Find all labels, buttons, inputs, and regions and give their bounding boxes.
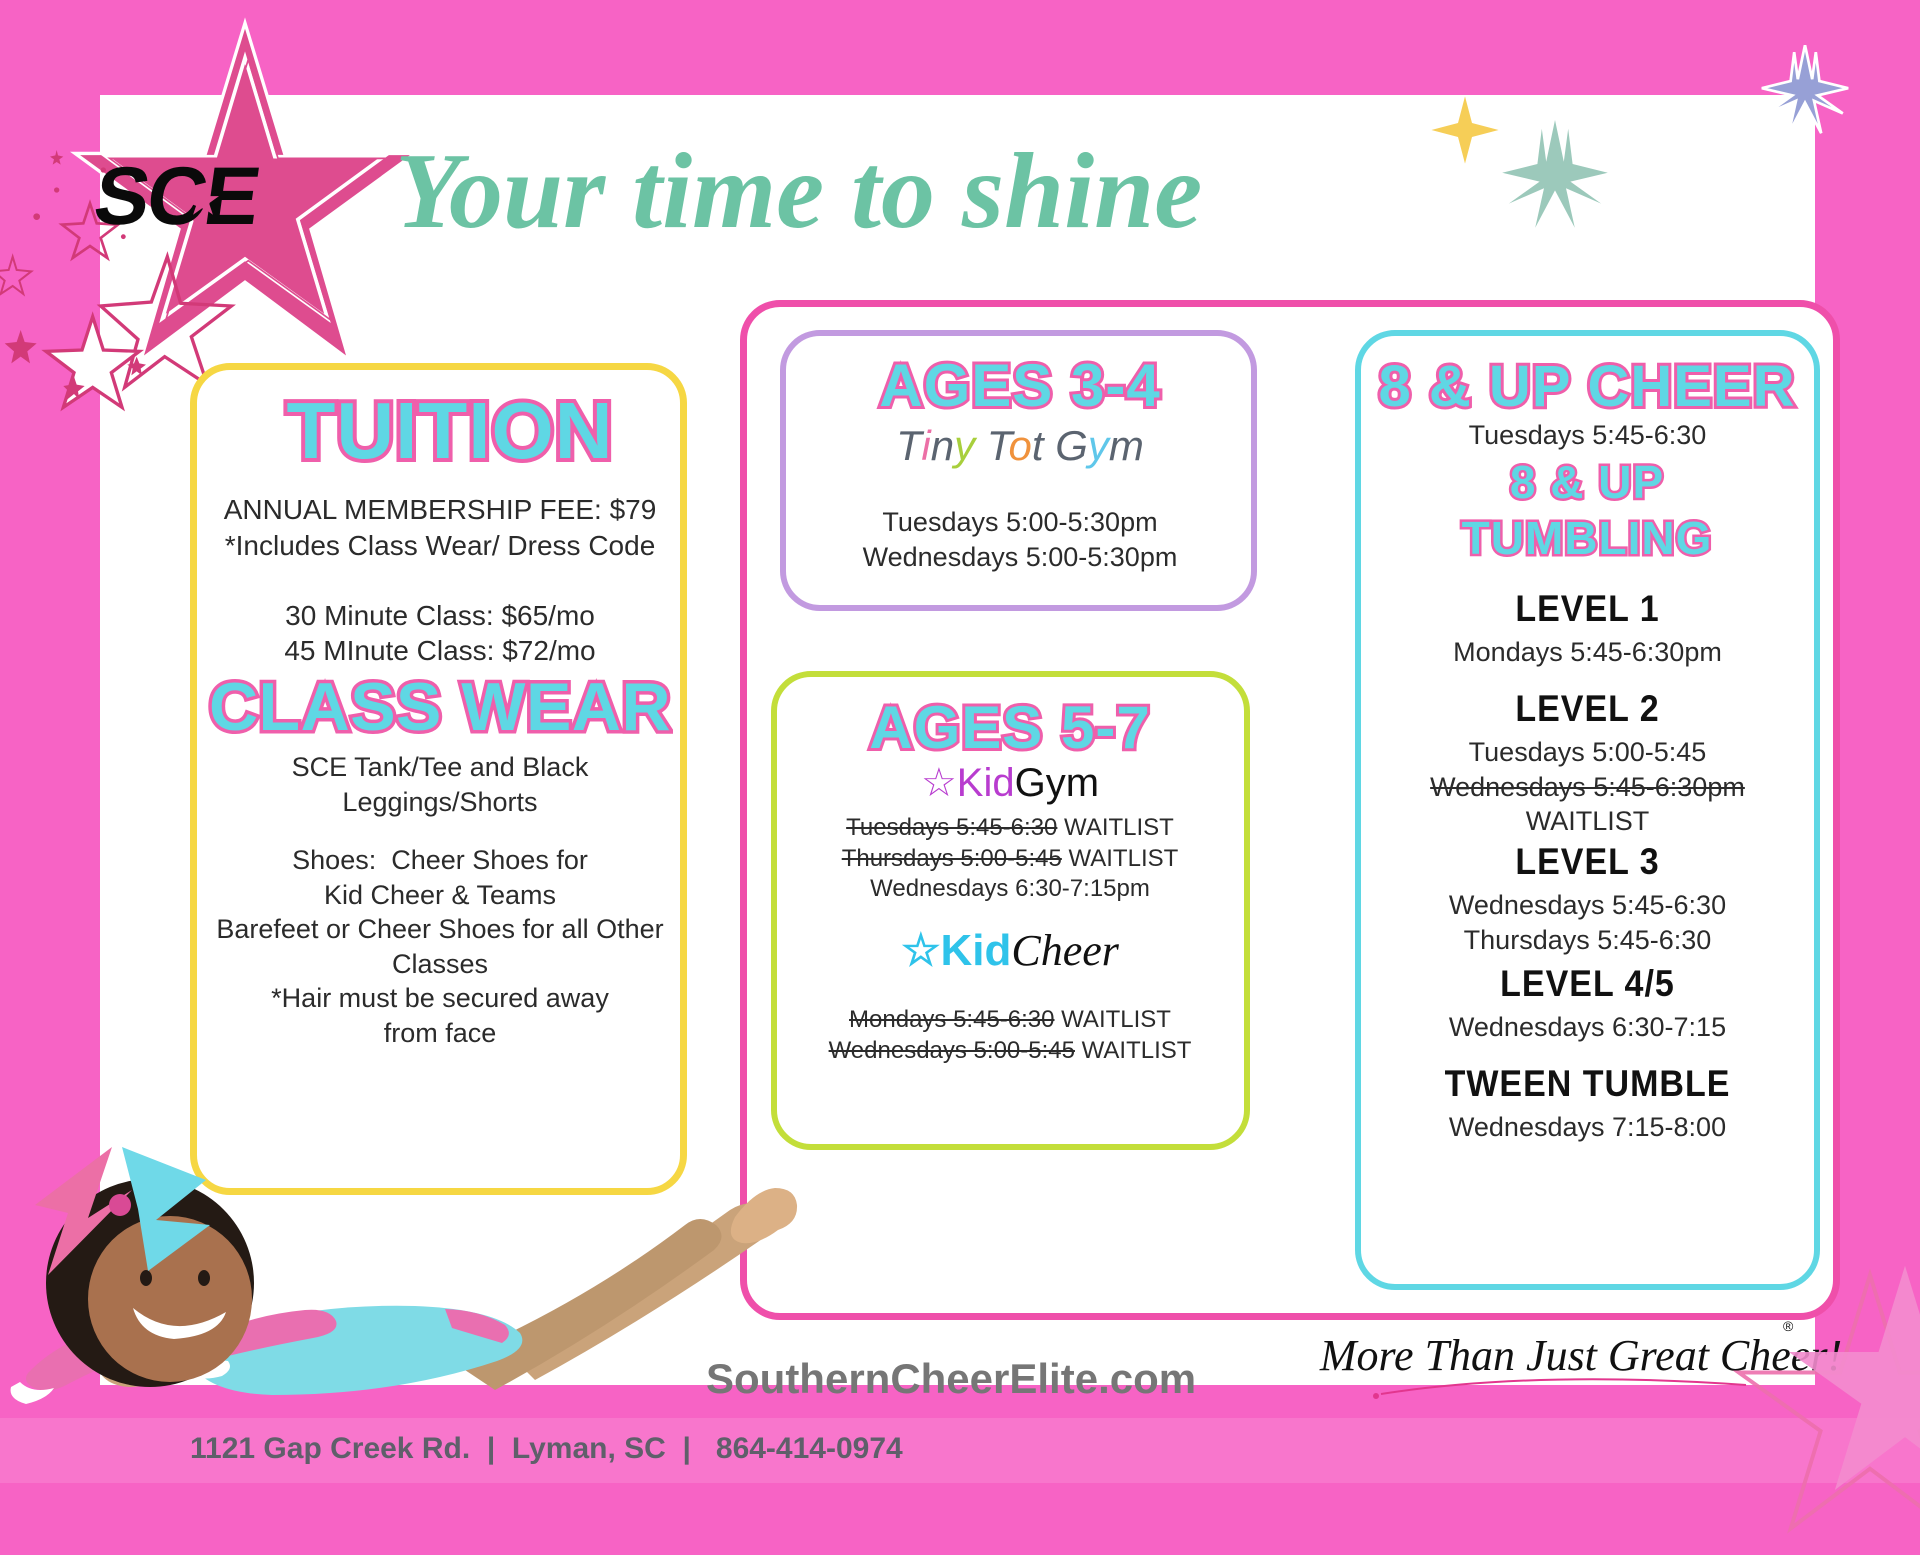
svg-text:8 & UP: 8 & UP xyxy=(1510,456,1664,508)
svg-text:AGES 3-4: AGES 3-4 xyxy=(879,352,1160,419)
svg-text:TUITION: TUITION xyxy=(287,386,614,475)
svg-text:CLASS WEAR: CLASS WEAR xyxy=(209,669,671,745)
svg-text:TUMBLING: TUMBLING xyxy=(1462,512,1713,564)
svg-text:AGES 5-7: AGES 5-7 xyxy=(869,694,1150,761)
svg-text:8 & UP CHEER: 8 & UP CHEER xyxy=(1378,354,1795,419)
